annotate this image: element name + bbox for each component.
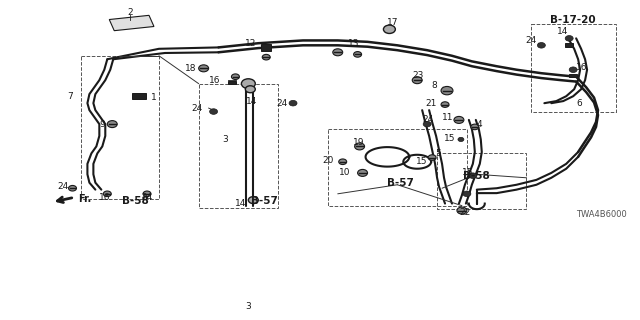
Text: 14: 14 bbox=[235, 199, 246, 208]
Circle shape bbox=[458, 137, 464, 141]
Text: B-57: B-57 bbox=[387, 178, 414, 188]
Circle shape bbox=[358, 169, 367, 176]
Circle shape bbox=[241, 79, 255, 89]
Text: B-58: B-58 bbox=[122, 196, 149, 206]
Text: Fr.: Fr. bbox=[79, 194, 92, 204]
Circle shape bbox=[565, 36, 573, 41]
Text: B-57: B-57 bbox=[252, 196, 278, 206]
Circle shape bbox=[428, 155, 436, 160]
Text: 24: 24 bbox=[191, 104, 203, 113]
Circle shape bbox=[441, 102, 449, 108]
Bar bbox=[228, 81, 236, 84]
Text: 16: 16 bbox=[99, 193, 111, 202]
Circle shape bbox=[441, 86, 453, 95]
Circle shape bbox=[262, 54, 270, 60]
Text: 20: 20 bbox=[323, 156, 334, 165]
Text: 24: 24 bbox=[422, 116, 433, 124]
Text: 10: 10 bbox=[339, 168, 351, 177]
Text: 1: 1 bbox=[151, 93, 157, 102]
Text: 14: 14 bbox=[557, 27, 568, 36]
Text: 15: 15 bbox=[462, 168, 474, 177]
Text: 22: 22 bbox=[459, 208, 470, 217]
Circle shape bbox=[245, 86, 255, 93]
Bar bbox=[531, 24, 616, 112]
Text: 5: 5 bbox=[435, 149, 441, 158]
Bar bbox=[565, 43, 573, 47]
Text: B-58: B-58 bbox=[463, 171, 490, 181]
Circle shape bbox=[463, 191, 471, 196]
Text: 15: 15 bbox=[444, 133, 455, 142]
Circle shape bbox=[339, 159, 347, 164]
Text: TWA4B6000: TWA4B6000 bbox=[576, 210, 627, 219]
Bar bbox=[261, 44, 271, 51]
Text: 23: 23 bbox=[412, 71, 424, 80]
Text: 3: 3 bbox=[245, 302, 251, 311]
Text: 12: 12 bbox=[245, 39, 256, 48]
Circle shape bbox=[383, 25, 396, 34]
Text: 18: 18 bbox=[185, 64, 196, 73]
Circle shape bbox=[423, 121, 431, 127]
Text: 16: 16 bbox=[576, 63, 588, 72]
Text: 14: 14 bbox=[246, 97, 258, 106]
Circle shape bbox=[538, 43, 545, 48]
Bar bbox=[437, 153, 527, 209]
Text: 24: 24 bbox=[277, 99, 288, 108]
Text: 15: 15 bbox=[415, 157, 427, 166]
Text: 9: 9 bbox=[99, 120, 105, 129]
Text: 24: 24 bbox=[141, 193, 152, 202]
Circle shape bbox=[412, 77, 422, 84]
Circle shape bbox=[103, 191, 111, 196]
Text: 6: 6 bbox=[576, 99, 582, 108]
Text: 11: 11 bbox=[442, 113, 453, 122]
Text: 2: 2 bbox=[127, 8, 133, 17]
Circle shape bbox=[289, 100, 297, 106]
Circle shape bbox=[143, 191, 151, 196]
Text: 3: 3 bbox=[223, 135, 228, 144]
Text: 24: 24 bbox=[58, 182, 69, 191]
Text: 24: 24 bbox=[525, 36, 536, 45]
Circle shape bbox=[454, 116, 464, 124]
Text: 21: 21 bbox=[426, 99, 437, 108]
Text: 17: 17 bbox=[387, 18, 399, 27]
Circle shape bbox=[355, 143, 365, 150]
Circle shape bbox=[333, 49, 342, 56]
Bar bbox=[132, 93, 146, 99]
Text: 4: 4 bbox=[477, 120, 483, 129]
Circle shape bbox=[198, 65, 209, 72]
Circle shape bbox=[469, 173, 477, 179]
Circle shape bbox=[471, 124, 479, 130]
Text: 8: 8 bbox=[431, 81, 437, 90]
Text: 7: 7 bbox=[68, 92, 74, 101]
Text: 19: 19 bbox=[353, 139, 364, 148]
Circle shape bbox=[209, 109, 218, 114]
Circle shape bbox=[68, 186, 77, 191]
Circle shape bbox=[354, 52, 362, 57]
Bar bbox=[81, 56, 159, 199]
Text: 16: 16 bbox=[209, 76, 221, 85]
Text: B-17-20: B-17-20 bbox=[550, 14, 596, 25]
Circle shape bbox=[569, 67, 577, 73]
Circle shape bbox=[108, 121, 117, 128]
Bar bbox=[328, 129, 467, 206]
Bar bbox=[198, 84, 278, 208]
Bar bbox=[569, 74, 577, 77]
Polygon shape bbox=[109, 15, 154, 31]
Circle shape bbox=[232, 74, 239, 79]
Circle shape bbox=[248, 196, 259, 204]
Text: 13: 13 bbox=[348, 39, 359, 48]
Circle shape bbox=[457, 207, 467, 214]
